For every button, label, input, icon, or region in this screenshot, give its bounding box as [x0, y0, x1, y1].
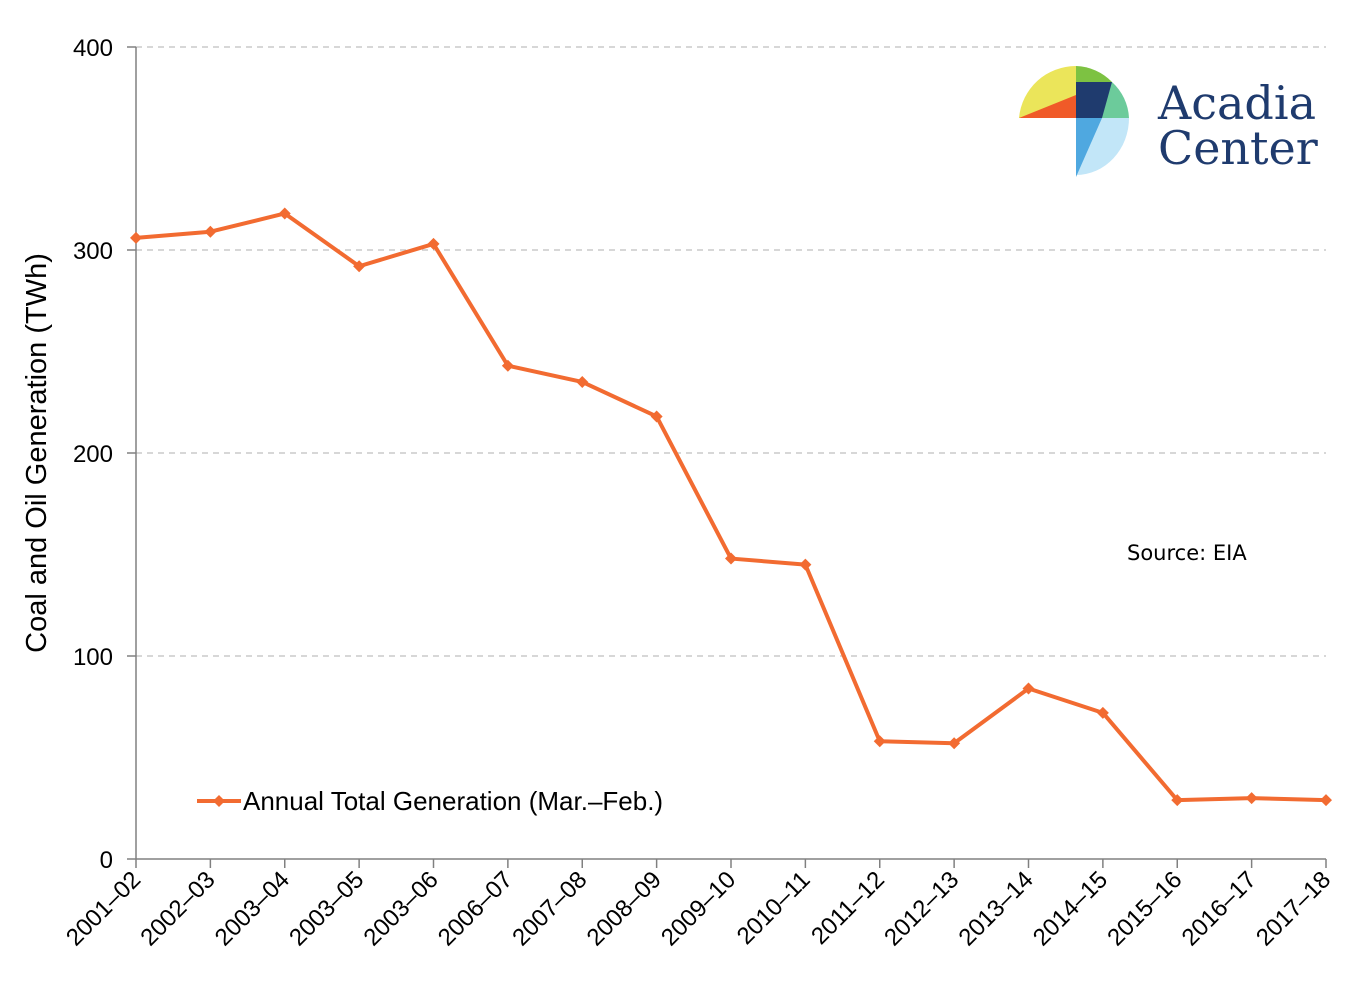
series-layer — [130, 207, 1332, 807]
data-point-0 — [130, 231, 142, 244]
x-tick-label-6: 2007–08 — [507, 866, 592, 951]
data-point-14 — [1171, 794, 1184, 807]
logo-blue-segment — [1076, 118, 1102, 177]
data-point-12 — [1022, 682, 1035, 695]
x-tick-label-3: 2003–05 — [284, 866, 369, 951]
logo-text-line2: Center — [1158, 121, 1318, 175]
x-tick-label-14: 2015–16 — [1102, 866, 1187, 951]
y-tick-label-200: 200 — [73, 441, 113, 468]
legend-diamond-marker — [213, 795, 225, 807]
legend: Annual Total Generation (Mar.–Feb.) — [197, 786, 663, 816]
x-tick-label-5: 2006–07 — [433, 866, 518, 951]
x-tick-label-8: 2009–10 — [656, 866, 741, 951]
source-annotation: Source: EIA — [1127, 541, 1247, 565]
data-point-9 — [799, 558, 812, 571]
data-point-4 — [427, 237, 440, 250]
data-point-7 — [650, 410, 663, 423]
data-point-15 — [1245, 792, 1258, 805]
y-tick-label-0: 0 — [100, 847, 113, 874]
x-tick-label-11: 2012–13 — [879, 866, 964, 951]
x-tick-label-16: 2017–18 — [1251, 866, 1336, 951]
y-tick-label-300: 300 — [73, 238, 113, 265]
y-ticks: 0 100 200 300 400 — [73, 35, 136, 874]
x-tick-label-0: 2001–02 — [61, 866, 146, 951]
x-tick-label-12: 2013–14 — [954, 866, 1039, 951]
data-point-11 — [948, 737, 961, 750]
logo-text-line1: Acadia — [1157, 76, 1316, 130]
x-tick-label-2: 2003–04 — [210, 866, 295, 951]
data-point-3 — [353, 260, 366, 273]
logo-orange-segment — [1019, 95, 1076, 118]
x-tick-label-7: 2008–09 — [582, 866, 667, 951]
x-ticks: 2001–022002–032003–042003–052003–062006–… — [61, 859, 1336, 951]
data-point-2 — [278, 207, 291, 220]
legend-label: Annual Total Generation (Mar.–Feb.) — [243, 786, 663, 816]
x-tick-label-15: 2016–17 — [1177, 866, 1262, 951]
x-tick-label-1: 2002–03 — [135, 866, 220, 951]
y-tick-label-100: 100 — [73, 644, 113, 671]
y-axis-title: Coal and Oil Generation (TWh) — [21, 253, 53, 653]
x-tick-label-9: 2010–11 — [732, 866, 816, 950]
acadia-center-logo: Acadia Center — [1019, 65, 1318, 177]
data-point-5 — [501, 359, 514, 372]
data-point-8 — [725, 552, 737, 565]
x-tick-label-13: 2014–15 — [1028, 866, 1113, 951]
data-point-13 — [1096, 706, 1109, 719]
y-tick-label-400: 400 — [73, 35, 113, 62]
data-point-10 — [873, 735, 886, 748]
data-point-6 — [576, 375, 589, 388]
series-line-0 — [135, 211, 1327, 803]
logo-navy-segment — [1076, 82, 1112, 118]
x-tick-label-4: 2003–06 — [359, 866, 444, 951]
data-point-1 — [204, 225, 217, 238]
data-point-16 — [1320, 794, 1332, 807]
x-tick-label-10: 2011–12 — [806, 866, 890, 950]
